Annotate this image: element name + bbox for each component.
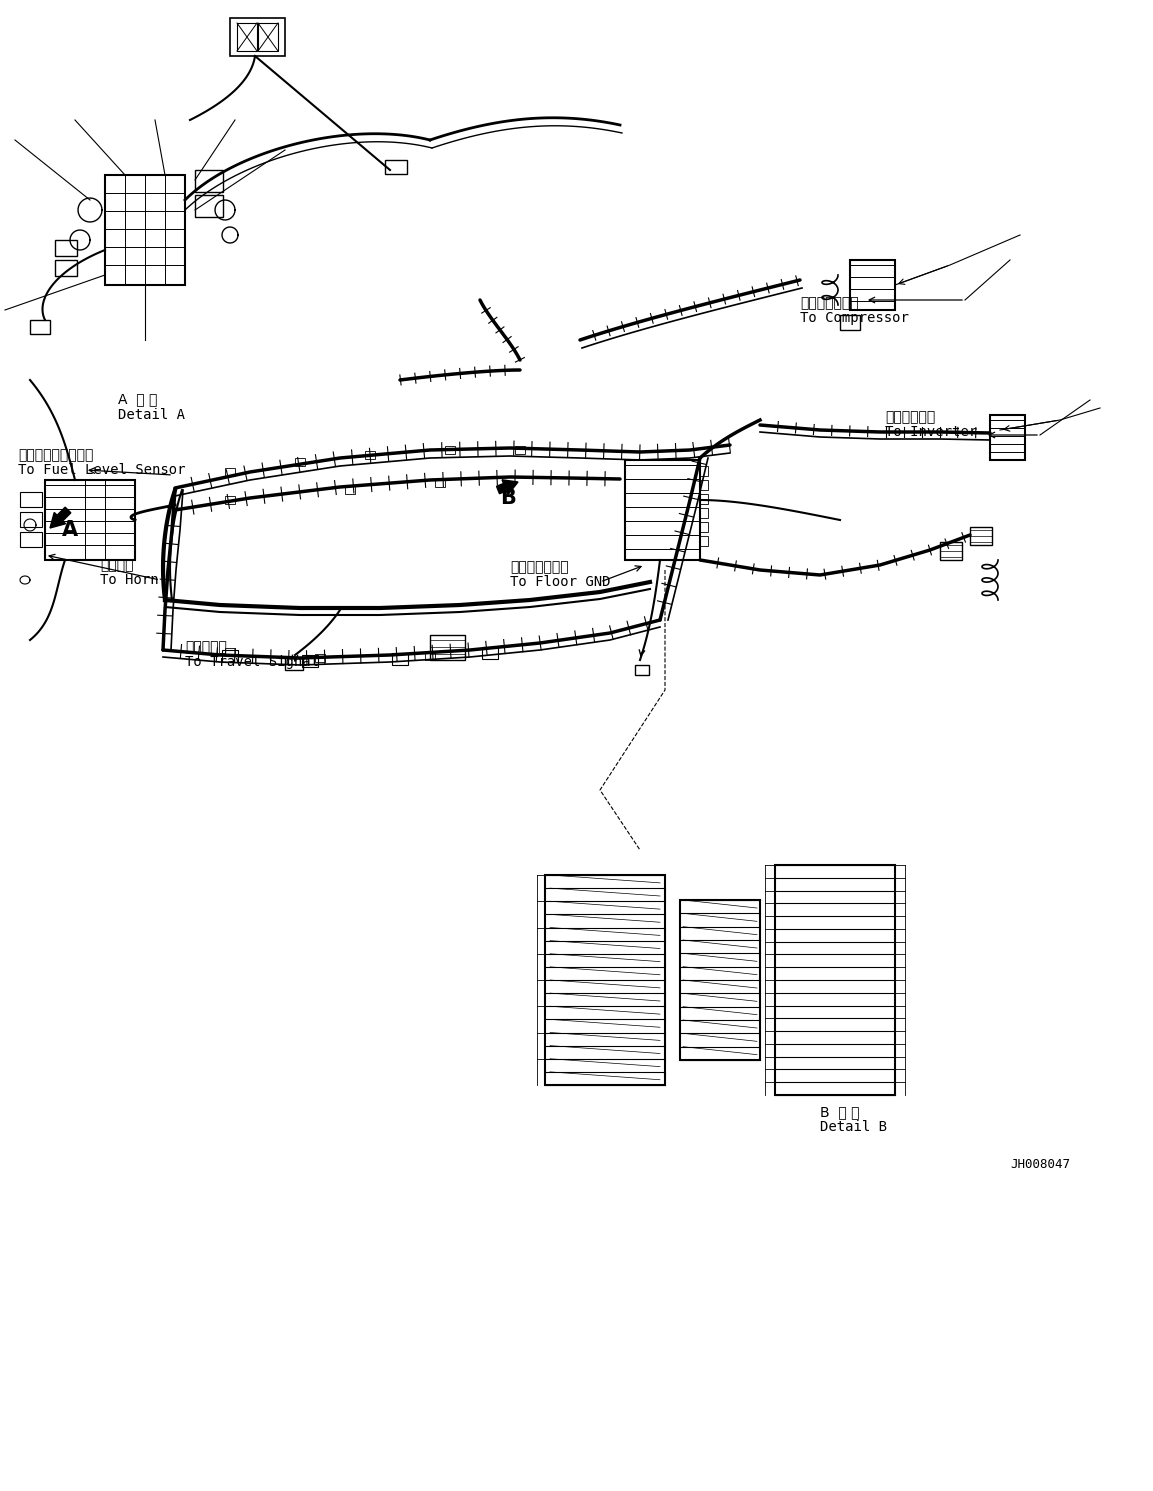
Bar [990, 414, 1025, 461]
Bar [700, 535, 708, 546]
Text: フロアアースへ: フロアアースへ [510, 561, 568, 574]
Bar [700, 467, 708, 476]
Bar [700, 480, 708, 491]
Text: B: B [500, 488, 515, 508]
Bar [385, 160, 407, 174]
Bar [229, 18, 285, 57]
Bar [195, 195, 223, 218]
Bar [55, 240, 77, 256]
Bar [430, 635, 465, 661]
Bar [850, 259, 895, 310]
Text: To Fuel Level Sensor: To Fuel Level Sensor [18, 464, 186, 477]
Bar [392, 653, 408, 665]
Bar [940, 543, 962, 561]
Text: 燃料レベルセンサへ: 燃料レベルセンサへ [18, 447, 93, 462]
Text: To Travel Signal: To Travel Signal [184, 655, 319, 669]
Bar [295, 458, 306, 467]
Text: To Inverter: To Inverter [886, 425, 977, 438]
Bar [515, 446, 525, 453]
Text: JH008047: JH008047 [1010, 1159, 1070, 1170]
Bar [970, 526, 992, 546]
Bar [315, 655, 325, 662]
Bar [700, 522, 708, 532]
Bar [435, 479, 445, 488]
Bar [105, 174, 184, 285]
Bar [302, 655, 318, 666]
Bar [425, 652, 435, 661]
Bar [482, 647, 498, 659]
Text: Detail A: Detail A [118, 409, 184, 422]
Bar [55, 259, 77, 276]
Text: コンプレッサへ: コンプレッサへ [800, 297, 859, 310]
Bar [366, 450, 375, 459]
Bar [225, 497, 235, 504]
Text: インバータへ: インバータへ [886, 410, 935, 423]
Bar [225, 468, 235, 476]
Bar [238, 22, 257, 51]
FancyArrow shape [497, 480, 518, 495]
Text: To Compressor: To Compressor [800, 312, 909, 325]
Bar [285, 658, 303, 669]
Bar [20, 492, 42, 507]
Bar [841, 315, 860, 330]
Bar [45, 480, 135, 561]
Bar [20, 532, 42, 547]
Text: 走行信号へ: 走行信号へ [184, 640, 227, 655]
Bar [20, 511, 42, 526]
Bar [223, 650, 238, 662]
Bar [30, 321, 50, 334]
Text: To Floor GND: To Floor GND [510, 576, 610, 589]
Bar [345, 486, 355, 494]
Text: ホーンへ: ホーンへ [100, 558, 134, 573]
Bar [700, 508, 708, 517]
Text: To Horn: To Horn [100, 573, 159, 587]
Text: A: A [62, 520, 78, 540]
Bar [625, 461, 700, 561]
Bar [775, 865, 895, 1094]
Bar [258, 22, 278, 51]
Bar [635, 665, 649, 675]
Bar [700, 494, 708, 504]
Text: Detail B: Detail B [820, 1120, 887, 1135]
Bar [225, 649, 235, 656]
FancyArrow shape [50, 507, 70, 528]
Bar [445, 446, 455, 453]
Bar [680, 901, 760, 1060]
Bar [545, 875, 665, 1085]
Bar [195, 170, 223, 192]
Text: B  詳 細: B 詳 細 [820, 1105, 859, 1120]
Text: A  詳 細: A 詳 細 [118, 392, 157, 406]
